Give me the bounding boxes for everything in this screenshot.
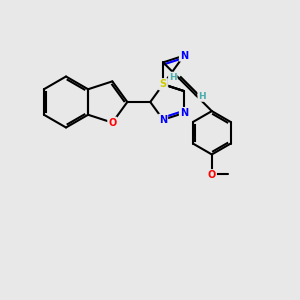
Text: H: H	[169, 73, 177, 82]
Text: N: N	[180, 108, 188, 118]
Text: N: N	[159, 115, 167, 125]
Text: O: O	[108, 118, 116, 128]
Text: O: O	[208, 170, 216, 180]
Text: S: S	[160, 79, 167, 89]
Text: H: H	[198, 92, 206, 101]
Text: N: N	[159, 79, 167, 89]
Text: N: N	[180, 51, 188, 61]
